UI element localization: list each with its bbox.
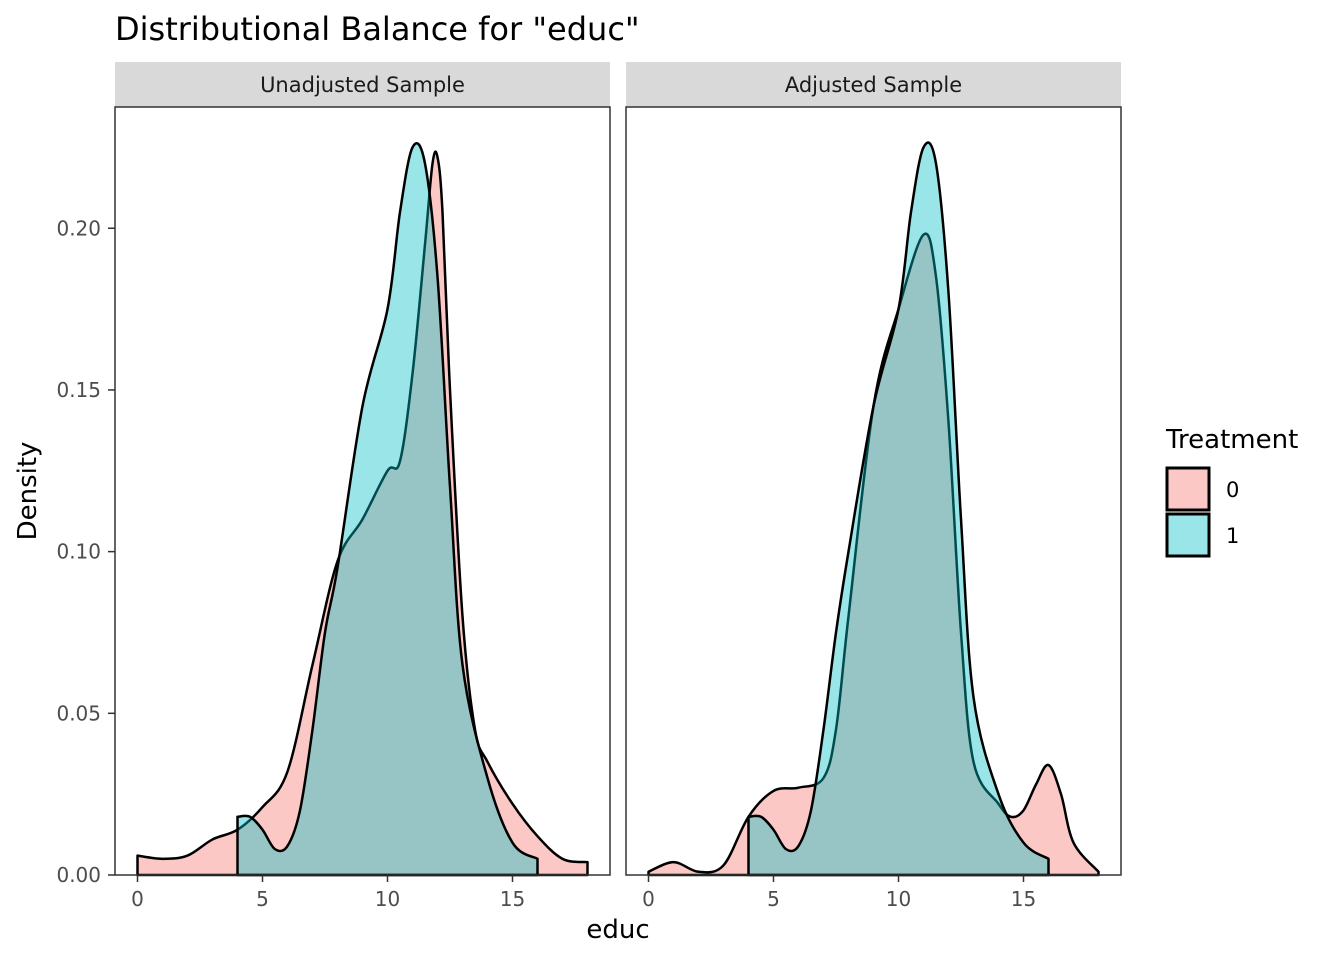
panel-adjusted-x-ticks: 0 5 10 15	[642, 875, 1036, 911]
y-tick-label: 0.10	[56, 540, 101, 564]
legend-label-1: 1	[1226, 524, 1239, 548]
x-tick-label: 15	[500, 887, 525, 911]
legend-label-0: 0	[1226, 478, 1239, 502]
panel-unadjusted-x-ticks: 0 5 10 15	[131, 875, 525, 911]
panel-adjusted: Adjusted Sample 0 5 10 15	[625, 62, 1122, 911]
y-axis-ticks: 0.00 0.05 0.10 0.15 0.20	[56, 216, 115, 887]
strip-background	[626, 62, 1121, 107]
x-tick-label: 15	[1011, 887, 1036, 911]
x-tick-label: 10	[375, 887, 400, 911]
chart-title: Distributional Balance for "educ"	[115, 10, 640, 48]
panel-unadjusted-areas	[136, 142, 589, 877]
x-tick-label: 0	[131, 887, 144, 911]
x-tick-label: 10	[886, 887, 911, 911]
density-area-treatment-1	[747, 141, 1050, 877]
density-area-treatment-1	[236, 142, 539, 877]
legend: Treatment 0 1	[1165, 425, 1298, 558]
x-tick-label: 0	[642, 887, 655, 911]
x-axis-title: educ	[586, 915, 649, 945]
legend-title: Treatment	[1165, 425, 1298, 455]
panel-border	[114, 106, 611, 876]
density-area-treatment-0	[647, 232, 1100, 877]
x-tick-label: 5	[767, 887, 780, 911]
density-area-treatment-0	[136, 150, 589, 877]
y-tick-label: 0.15	[56, 378, 101, 402]
strip-background	[115, 62, 610, 107]
y-tick-label: 0.00	[56, 863, 101, 887]
legend-swatch-1	[1165, 512, 1211, 558]
legend-swatch-0	[1165, 466, 1211, 512]
strip-label-adjusted: Adjusted Sample	[785, 73, 962, 97]
strip-label-unadjusted: Unadjusted Sample	[260, 73, 465, 97]
y-tick-label: 0.05	[56, 701, 101, 725]
panel-unadjusted: Unadjusted Sample 0 5 10 15	[114, 62, 611, 911]
panel-adjusted-areas	[647, 141, 1100, 877]
panel-border	[625, 106, 1122, 876]
y-tick-label: 0.20	[56, 216, 101, 240]
x-tick-label: 5	[256, 887, 269, 911]
y-axis-title: Density	[13, 442, 43, 541]
